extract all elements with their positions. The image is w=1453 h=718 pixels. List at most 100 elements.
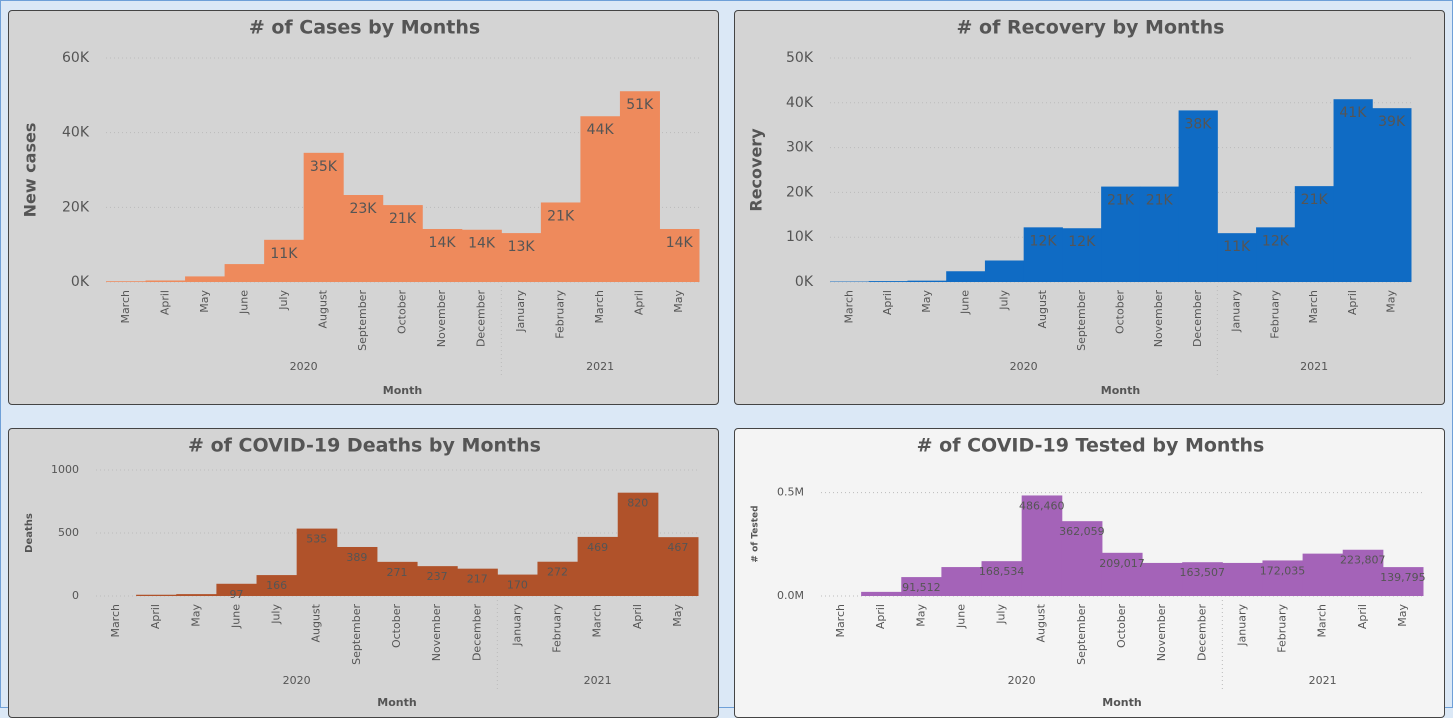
- data-label: 23K: [349, 201, 377, 217]
- x-tick-label: July: [277, 290, 290, 311]
- x-tick-label: April: [874, 604, 887, 629]
- y-tick-label: 0: [72, 589, 79, 602]
- x-tick-label: December: [470, 604, 483, 662]
- data-label: 21K: [1146, 193, 1174, 209]
- chart-panel: # of Recovery by MonthsRecoveryMonth0K10…: [734, 10, 1445, 405]
- x-tick-label: January: [1235, 604, 1248, 647]
- y-tick-label: 0.0M: [777, 589, 804, 602]
- bar: [869, 281, 908, 282]
- data-label: 21K: [1107, 193, 1135, 209]
- data-label: 39K: [1378, 114, 1406, 130]
- data-label: 11K: [270, 246, 298, 262]
- x-tick-label: April: [633, 290, 646, 315]
- year-label: 2020: [290, 360, 318, 373]
- data-label: 271: [387, 566, 408, 579]
- x-tick-label: May: [914, 604, 927, 627]
- y-tick-label: 20K: [62, 199, 90, 215]
- x-tick-label: February: [554, 290, 567, 339]
- x-tick-label: October: [1115, 604, 1128, 648]
- bar: [185, 276, 225, 282]
- year-label: 2020: [1010, 360, 1038, 373]
- x-tick-label: April: [158, 290, 171, 315]
- data-label: 168,534: [979, 565, 1025, 578]
- data-label: 217: [467, 573, 488, 586]
- x-tick-label: October: [1114, 290, 1127, 334]
- x-tick-label: March: [1307, 290, 1320, 324]
- y-tick-label: 30K: [786, 140, 814, 156]
- x-tick-label: June: [237, 290, 250, 315]
- data-label: 38K: [1184, 116, 1212, 132]
- x-axis-label: Month: [1102, 696, 1141, 709]
- x-tick-label: September: [356, 290, 369, 351]
- x-tick-label: November: [1152, 290, 1165, 348]
- y-tick-label: 60K: [62, 50, 90, 66]
- data-label: 170: [507, 579, 528, 592]
- bar: [136, 595, 177, 596]
- x-tick-label: March: [119, 290, 132, 324]
- x-tick-label: October: [396, 290, 409, 334]
- x-tick-label: August: [1036, 289, 1049, 328]
- data-label: 362,059: [1059, 525, 1105, 538]
- x-tick-label: July: [997, 290, 1010, 311]
- data-label: 35K: [310, 159, 338, 175]
- data-label: 14K: [429, 235, 457, 251]
- x-tick-label: April: [881, 290, 894, 315]
- y-axis-label: New cases: [21, 123, 40, 218]
- data-label: 389: [346, 551, 367, 564]
- data-label: 11K: [1223, 239, 1251, 255]
- data-label: 21K: [547, 208, 575, 224]
- x-tick-label: February: [551, 604, 564, 653]
- data-label: 44K: [587, 122, 615, 138]
- data-label: 172,035: [1260, 564, 1306, 577]
- y-tick-label: 50K: [786, 50, 814, 66]
- bar: [946, 271, 985, 282]
- y-tick-label: 0K: [795, 274, 814, 290]
- x-tick-label: May: [920, 290, 933, 313]
- chart-panel: # of COVID-19 Tested by Months# of Teste…: [734, 428, 1445, 718]
- data-label: 166: [266, 579, 287, 592]
- bar: [861, 592, 902, 596]
- bar: [176, 594, 217, 596]
- year-label: 2021: [1300, 360, 1328, 373]
- data-label: 163,507: [1180, 566, 1226, 579]
- bar: [1372, 108, 1411, 282]
- data-label: 14K: [666, 235, 694, 251]
- data-label: 91,512: [902, 581, 941, 594]
- y-axis-label: Recovery: [747, 128, 766, 212]
- x-tick-label: March: [842, 290, 855, 324]
- x-tick-label: May: [198, 290, 211, 313]
- x-axis-label: Month: [383, 384, 422, 397]
- x-tick-label: May: [672, 290, 685, 313]
- chart-title: # of Cases by Months: [249, 17, 480, 39]
- year-label: 2020: [283, 674, 311, 687]
- chart-title: # of Recovery by Months: [957, 17, 1225, 39]
- x-tick-label: May: [1385, 290, 1398, 313]
- data-label: 272: [547, 566, 568, 579]
- data-label: 14K: [468, 236, 496, 252]
- x-tick-label: January: [514, 290, 527, 333]
- bar: [106, 281, 146, 282]
- data-label: 13K: [508, 239, 536, 255]
- y-tick-label: 0.5M: [777, 486, 804, 499]
- x-tick-label: May: [189, 604, 202, 627]
- y-tick-label: 0K: [71, 274, 90, 290]
- x-tick-label: March: [591, 604, 604, 638]
- x-tick-label: March: [834, 604, 847, 638]
- x-tick-label: October: [390, 604, 403, 648]
- y-tick-label: 10K: [786, 229, 814, 245]
- x-tick-label: December: [475, 290, 488, 348]
- y-tick-label: 40K: [62, 125, 90, 141]
- x-tick-label: May: [1396, 604, 1409, 627]
- bar: [146, 281, 186, 282]
- chart-panel: # of Cases by Months New cases Month 0K 20K 4…: [8, 10, 719, 405]
- x-tick-label: April: [1356, 604, 1369, 629]
- data-label: 820: [627, 497, 648, 510]
- bar: [1142, 563, 1183, 596]
- x-tick-label: July: [995, 604, 1008, 625]
- bar: [580, 116, 620, 282]
- data-label: 467: [667, 541, 688, 554]
- x-tick-label: May: [671, 604, 684, 627]
- y-tick-label: 1000: [51, 463, 79, 476]
- x-tick-label: March: [593, 290, 606, 324]
- x-tick-label: August: [1035, 603, 1048, 642]
